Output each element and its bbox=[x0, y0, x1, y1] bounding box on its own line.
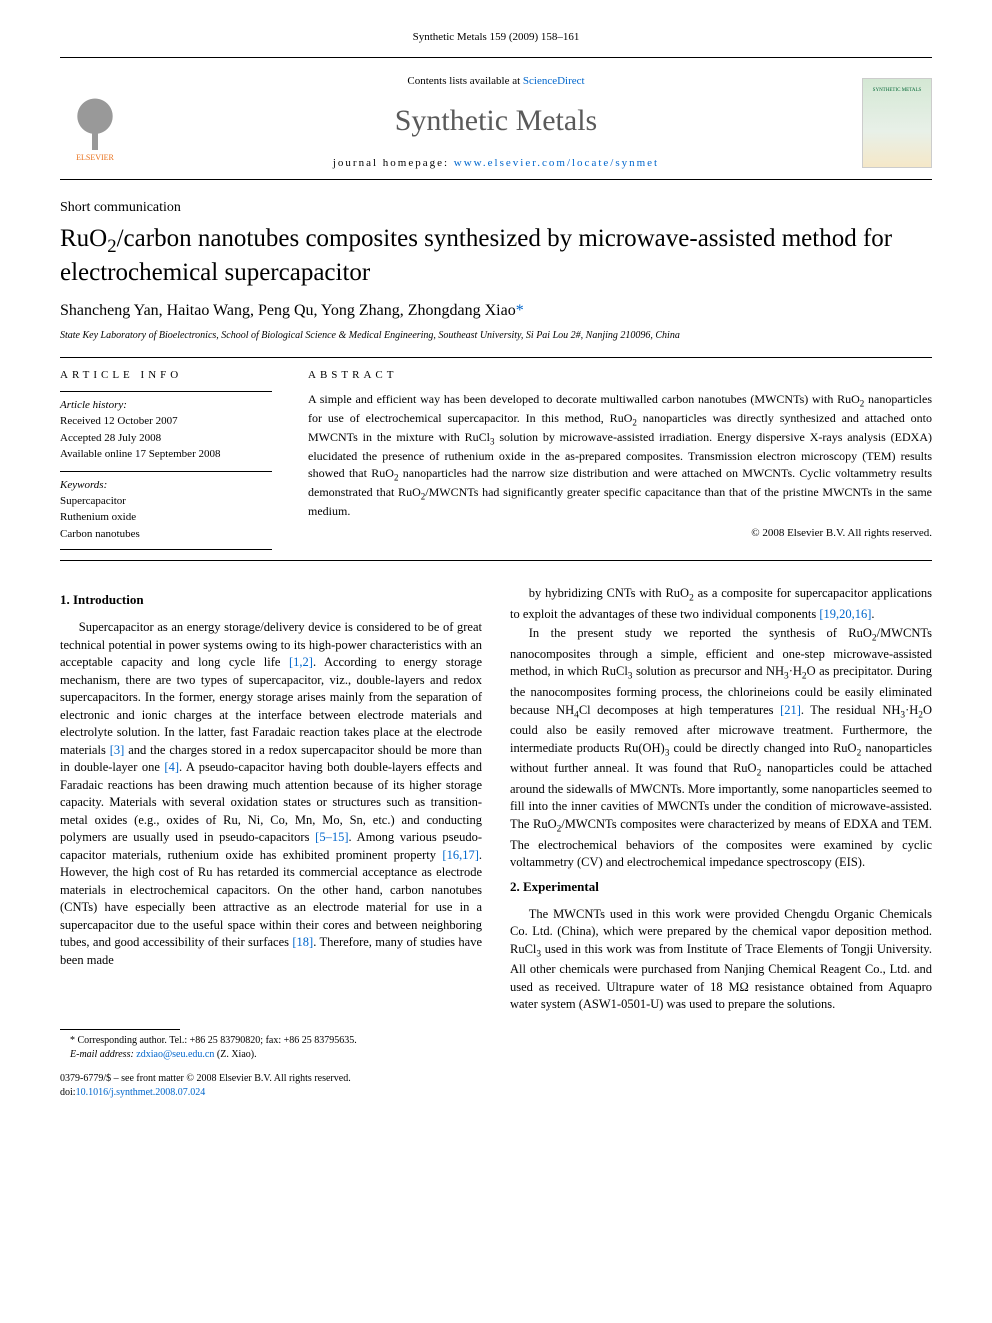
publisher-name: ELSEVIER bbox=[76, 152, 114, 163]
corresponding-footnote: * Corresponding author. Tel.: +86 25 837… bbox=[60, 1034, 482, 1048]
footnotes: * Corresponding author. Tel.: +86 25 837… bbox=[60, 1034, 482, 1062]
section-heading-introduction: 1. Introduction bbox=[60, 591, 482, 609]
article-info-heading: article info bbox=[60, 368, 272, 383]
history-online: Available online 17 September 2008 bbox=[60, 447, 272, 462]
keyword: Ruthenium oxide bbox=[60, 510, 272, 525]
history-received: Received 12 October 2007 bbox=[60, 414, 272, 429]
elsevier-logo: ELSEVIER bbox=[60, 83, 130, 163]
abstract-heading: abstract bbox=[308, 368, 932, 383]
cover-label: SYNTHETIC METALS bbox=[873, 88, 922, 93]
body-columns: 1. Introduction Supercapacitor as an ene… bbox=[60, 585, 932, 1100]
section-heading-experimental: 2. Experimental bbox=[510, 878, 932, 896]
issn-line: 0379-6779/$ – see front matter © 2008 El… bbox=[60, 1072, 482, 1086]
body-paragraph: The MWCNTs used in this work were provid… bbox=[510, 906, 932, 1014]
keywords-label: Keywords: bbox=[60, 471, 272, 493]
email-link[interactable]: zdxiao@seu.edu.cn bbox=[136, 1049, 214, 1060]
homepage-link[interactable]: www.elsevier.com/locate/synmet bbox=[454, 157, 659, 169]
contents-line: Contents lists available at ScienceDirec… bbox=[130, 74, 862, 89]
body-paragraph: Supercapacitor as an energy storage/deli… bbox=[60, 619, 482, 969]
article-info: article info Article history: Received 1… bbox=[60, 358, 290, 561]
history-accepted: Accepted 28 July 2008 bbox=[60, 431, 272, 446]
top-rule bbox=[60, 57, 932, 58]
keyword: Carbon nanotubes bbox=[60, 527, 272, 542]
body-paragraph: by hybridizing CNTs with RuO2 as a compo… bbox=[510, 585, 932, 623]
elsevier-tree-icon bbox=[70, 97, 120, 152]
footnote-rule bbox=[60, 1029, 180, 1030]
email-label: E-mail address: bbox=[70, 1049, 136, 1060]
author-list: Shancheng Yan, Haitao Wang, Peng Qu, Yon… bbox=[60, 300, 932, 322]
body-paragraph: In the present study we reported the syn… bbox=[510, 625, 932, 871]
abstract-body: A simple and efficient way has been deve… bbox=[308, 391, 932, 520]
authors-text: Shancheng Yan, Haitao Wang, Peng Qu, Yon… bbox=[60, 302, 516, 319]
email-suffix: (Z. Xiao). bbox=[214, 1049, 256, 1060]
article-type: Short communication bbox=[60, 198, 932, 218]
bottom-meta: 0379-6779/$ – see front matter © 2008 El… bbox=[60, 1072, 482, 1100]
keyword: Supercapacitor bbox=[60, 494, 272, 509]
article-title: RuO2/carbon nanotubes composites synthes… bbox=[60, 224, 932, 289]
info-abstract-row: article info Article history: Received 1… bbox=[60, 357, 932, 562]
sciencedirect-link[interactable]: ScienceDirect bbox=[523, 75, 585, 87]
homepage-prefix: journal homepage: bbox=[333, 157, 454, 169]
homepage-line: journal homepage: www.elsevier.com/locat… bbox=[130, 156, 862, 171]
abstract: abstract A simple and efficient way has … bbox=[290, 358, 932, 561]
running-head: Synthetic Metals 159 (2009) 158–161 bbox=[60, 30, 932, 45]
abstract-copyright: © 2008 Elsevier B.V. All rights reserved… bbox=[308, 526, 932, 541]
contents-prefix: Contents lists available at bbox=[407, 75, 522, 87]
doi-link[interactable]: 10.1016/j.synthmet.2008.07.024 bbox=[76, 1087, 206, 1098]
doi-line: doi:10.1016/j.synthmet.2008.07.024 bbox=[60, 1086, 482, 1100]
affiliation: State Key Laboratory of Bioelectronics, … bbox=[60, 329, 932, 343]
journal-title: Synthetic Metals bbox=[130, 100, 862, 142]
journal-cover-thumb: SYNTHETIC METALS bbox=[862, 78, 932, 168]
masthead: ELSEVIER Contents lists available at Sci… bbox=[60, 66, 932, 180]
corresponding-mark: * bbox=[516, 302, 524, 319]
email-footnote: E-mail address: zdxiao@seu.edu.cn (Z. Xi… bbox=[60, 1048, 482, 1062]
history-label: Article history: bbox=[60, 391, 272, 413]
doi-prefix: doi: bbox=[60, 1087, 76, 1098]
masthead-center: Contents lists available at ScienceDirec… bbox=[130, 74, 862, 171]
